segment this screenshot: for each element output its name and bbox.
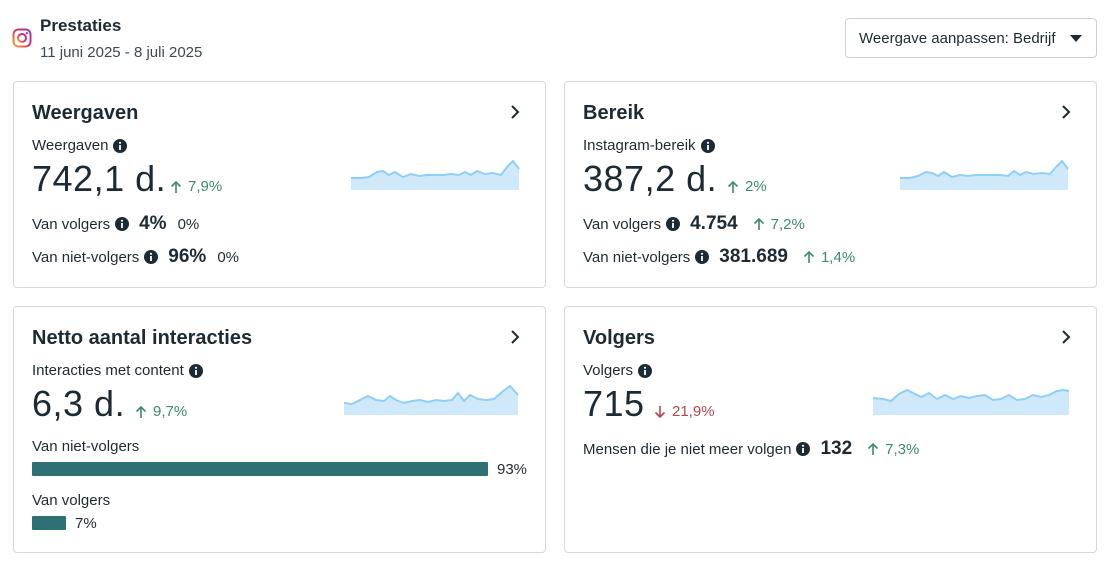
stat-delta: 0% [217,248,239,266]
delta-text: 7,2% [770,215,805,233]
card-title: Volgers [583,327,655,349]
metric-delta: 9,7% [135,403,187,420]
delta-text: 9,7% [153,403,188,420]
interactions-card[interactable]: Netto aantal interacties Interacties met… [13,306,546,553]
stat-label: Van niet-volgers [583,248,691,266]
card-title: Bereik [583,102,645,124]
followers-card[interactable]: Volgers Volgers 715 21,9% Mensen die je … [564,306,1097,553]
arrow-up-icon [868,442,879,455]
chevron-right-icon[interactable] [1060,104,1072,120]
info-icon[interactable] [188,363,203,378]
info-icon[interactable] [700,138,715,153]
stat-row-followers: Van volgers 4% 0% [32,213,199,235]
reach-sparkline [900,159,1069,190]
bar-pct-followers: 7% [75,515,97,532]
metric-value: 742,1 d. [32,158,167,199]
view-customize-dropdown[interactable]: Weergave aanpassen: Bedrijf [845,18,1097,58]
metric-label: Weergaven [32,137,128,154]
delta-text: 1,4% [820,248,856,266]
stat-row-non-followers: Van niet-volgers 381.689 1,4% [583,246,855,268]
metric-label-text: Volgers [583,362,634,379]
info-icon[interactable] [115,217,130,231]
views-sparkline [351,159,520,190]
stat-label: Van niet-volgers [32,248,140,266]
chevron-right-icon[interactable] [509,104,521,120]
metric-value: 387,2 d. [583,158,718,199]
views-card[interactable]: Weergaven Weergaven 742,1 d. 7,9% Van vo… [13,81,546,288]
chevron-right-icon[interactable] [1060,329,1072,345]
arrow-up-icon [803,250,815,263]
date-range: 11 juni 2025 - 8 juli 2025 [40,44,203,61]
delta-text: 2% [745,178,767,195]
card-title: Weergaven [32,102,139,124]
stat-delta: 7,3% [867,441,919,458]
stat-label: Van volgers [32,215,111,233]
stat-value: 132 [820,438,853,459]
info-icon[interactable] [113,138,128,153]
delta-text: 21,9% [672,403,715,420]
arrow-up-icon [170,180,182,193]
reach-card[interactable]: Bereik Instagram-bereik 387,2 d. 2% Van … [564,81,1097,288]
stat-row-non-followers: Van niet-volgers 96% 0% [32,246,239,268]
stat-delta: 0% [177,215,200,233]
metric-label-text: Interacties met content [32,362,184,379]
metric-delta: 7,9% [170,178,222,195]
arrow-up-icon [753,217,764,230]
metric-label: Instagram-bereik [583,137,715,154]
metric-label-text: Instagram-bereik [583,137,696,154]
metric-value: 715 [583,383,645,424]
page-title: Prestaties [40,16,122,35]
page-header: Prestaties 11 juni 2025 - 8 juli 2025 We… [12,14,1102,64]
bar-non-followers [32,462,488,476]
stat-label: Van volgers [583,215,662,233]
stat-delta: 1,4% [803,249,855,266]
metric-label: Volgers [583,362,653,379]
stat-value: 4.754 [690,213,738,234]
metric-delta: 21,9% [654,403,715,420]
stat-row-followers: Van volgers 4.754 7,2% [583,213,805,235]
info-icon[interactable] [695,250,710,264]
info-icon[interactable] [666,217,681,231]
bar-label-non-followers: Van niet-volgers [32,438,140,455]
view-customize-label: Weergave aanpassen: Bedrijf [859,29,1056,47]
metric-delta: 2% [727,178,767,195]
arrow-down-icon [654,405,666,418]
arrow-up-icon [135,405,147,418]
arrow-up-icon [727,180,739,193]
info-icon[interactable] [144,250,159,264]
stat-value: 96% [168,246,207,267]
stat-label: Mensen die je niet meer volgen [583,440,792,458]
bar-pct-non-followers: 93% [497,461,528,478]
bar-followers [32,516,66,530]
instagram-icon [12,28,32,48]
followers-sparkline [873,388,1070,415]
bar-label-followers: Van volgers [32,492,111,509]
metric-label: Interacties met content [32,362,203,379]
info-icon[interactable] [796,442,811,456]
interactions-sparkline [344,384,519,415]
stat-value: 4% [139,213,167,234]
chevron-right-icon[interactable] [509,329,521,345]
stat-delta: 7,2% [753,216,805,233]
stat-row-unfollows: Mensen die je niet meer volgen 132 7,3% [583,438,919,460]
metric-value: 6,3 d. [32,383,126,424]
caret-down-icon [1070,35,1082,42]
metric-label-text: Weergaven [32,137,109,154]
stat-value: 381.689 [719,246,788,267]
info-icon[interactable] [638,363,653,378]
delta-text: 7,9% [188,178,223,195]
card-title: Netto aantal interacties [32,327,253,349]
delta-text: 7,3% [885,440,920,458]
